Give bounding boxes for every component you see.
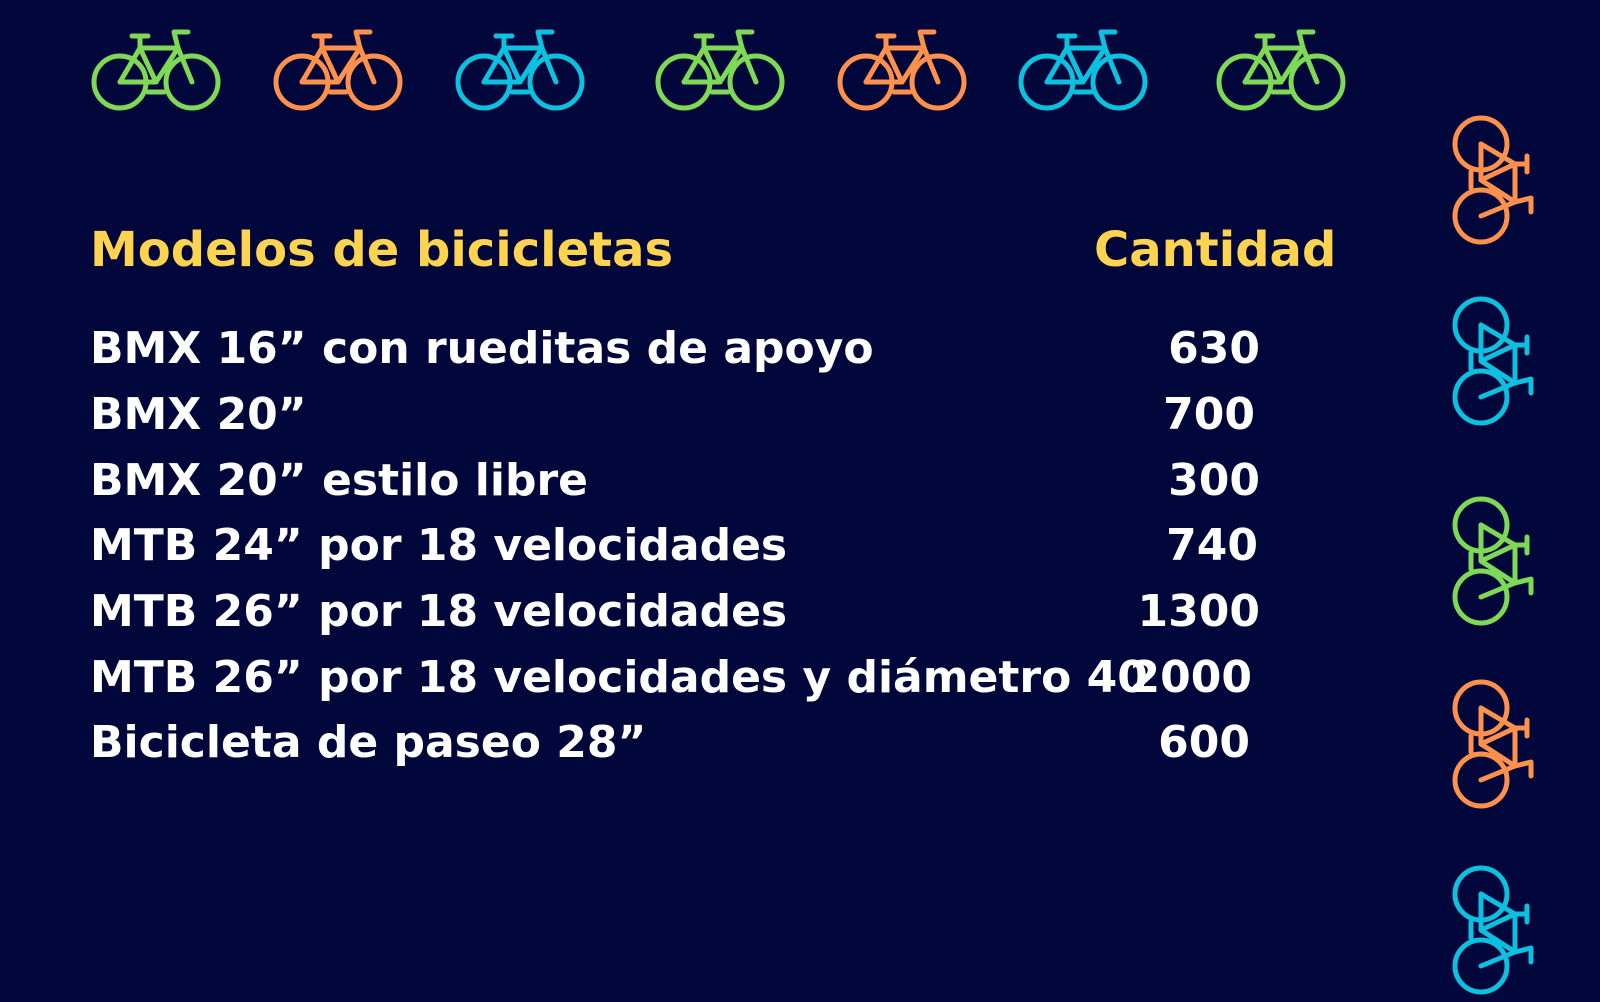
quantity-value: 300 (1168, 455, 1260, 506)
bicycle-icon (652, 28, 788, 116)
bicycle-icon (834, 28, 970, 116)
bicycle-icon (1447, 112, 1535, 248)
bicycle-icon (88, 28, 224, 116)
model-name: MTB 24” por 18 velocidades (90, 520, 788, 571)
model-name: Bicicleta de paseo 28” (90, 717, 647, 768)
bicycle-icon (1015, 28, 1151, 116)
bicycle-icon (452, 28, 588, 116)
table-row: MTB 26” por 18 velocidades y diámetro 40… (90, 651, 1290, 717)
model-name: MTB 26” por 18 velocidades (90, 586, 788, 637)
table-row: MTB 26” por 18 velocidades 1300 (90, 585, 1290, 651)
model-name: MTB 26” por 18 velocidades y diámetro 40 (90, 652, 1148, 703)
bicycle-icon (1447, 493, 1535, 629)
bicycle-icon (1447, 676, 1535, 812)
table-row: Bicicleta de paseo 28” 600 (90, 716, 1290, 782)
models-header: Modelos de bicicletas (90, 222, 674, 278)
model-name: BMX 20” (90, 389, 307, 440)
bicycle-icon (270, 28, 406, 116)
quantity-value: 630 (1168, 323, 1260, 374)
table-row: BMX 16” con rueditas de apoyo 630 (90, 322, 1290, 388)
bicycle-icon (1447, 862, 1535, 998)
model-name: BMX 16” con rueditas de apoyo (90, 323, 874, 374)
bicycle-icon (1447, 293, 1535, 429)
quantity-value: 2000 (1129, 652, 1252, 703)
bicycle-icon (1213, 28, 1349, 116)
table-row: BMX 20” 700 (90, 388, 1290, 454)
quantity-value: 600 (1158, 717, 1250, 768)
quantity-value: 1300 (1137, 586, 1260, 637)
quantity-value: 740 (1166, 520, 1258, 571)
table-row: BMX 20” estilo libre 300 (90, 454, 1290, 520)
model-name: BMX 20” estilo libre (90, 455, 589, 506)
table-row: MTB 24” por 18 velocidades 740 (90, 519, 1290, 585)
quantity-value: 700 (1163, 389, 1255, 440)
quantity-header: Cantidad (1094, 222, 1337, 278)
